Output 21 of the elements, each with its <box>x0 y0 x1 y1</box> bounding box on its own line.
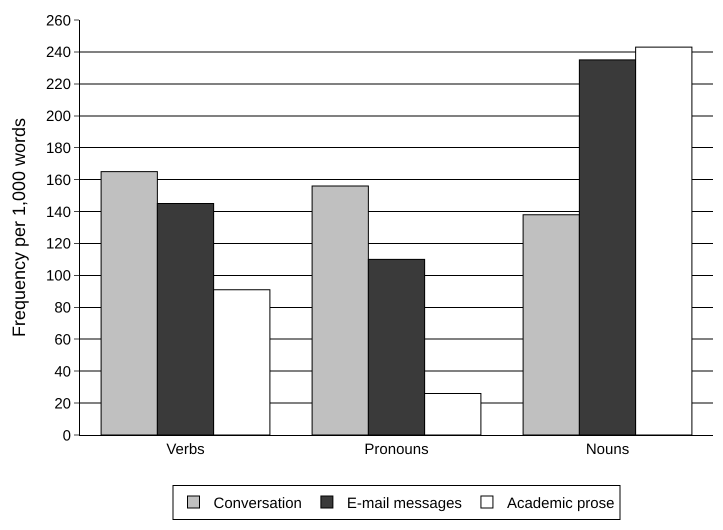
y-tick-label: 160 <box>46 172 71 189</box>
y-tick-label: 180 <box>46 140 71 157</box>
legend-label: Academic prose <box>506 494 614 512</box>
y-tick-label: 240 <box>46 44 71 62</box>
y-tick-label: 220 <box>46 76 71 94</box>
y-tick-label: 120 <box>46 236 71 253</box>
y-tick-label: 80 <box>54 300 71 317</box>
y-tick-label: 200 <box>46 108 71 126</box>
x-tick-label: Nouns <box>586 441 630 458</box>
y-tick-label: 260 <box>46 12 71 30</box>
y-tick-label: 20 <box>54 395 71 412</box>
y-tick-label: 60 <box>54 331 71 348</box>
legend-label: Conversation <box>214 494 302 512</box>
y-tick-label: 100 <box>46 268 71 285</box>
y-tick-label: 40 <box>54 363 71 380</box>
x-tick-label: Verbs <box>166 441 205 458</box>
x-tick-label: Pronouns <box>364 441 429 458</box>
y-tick-label: 0 <box>62 427 71 444</box>
y-tick-label: 140 <box>46 204 71 221</box>
legend-label: E-mail messages <box>346 494 462 512</box>
y-axis-title: Frequency per 1,000 words <box>9 118 30 338</box>
